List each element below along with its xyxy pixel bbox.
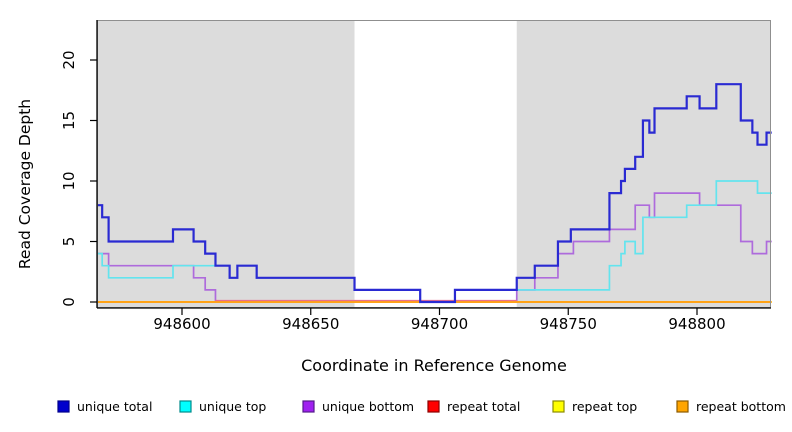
legend-swatch-repeat-bottom <box>676 400 689 413</box>
y-tick-label: 0 <box>60 297 78 307</box>
legend-swatch-unique-total <box>57 400 70 413</box>
x-tick-label: 948750 <box>540 315 597 333</box>
legend-swatch-unique-bottom <box>302 400 315 413</box>
series-line-unique-total <box>97 83 772 304</box>
series-line-unique-bottom <box>97 192 772 303</box>
x-axis-title: Coordinate in Reference Genome <box>301 356 567 375</box>
legend-swatch-unique-top <box>179 400 192 413</box>
highlight-band <box>354 20 517 308</box>
legend-label-unique-top: unique top <box>199 399 266 414</box>
plot-area <box>97 20 772 308</box>
x-tick-label: 948800 <box>668 315 725 333</box>
y-axis-title: Read Coverage Depth <box>16 99 34 269</box>
y-tick-label: 20 <box>60 50 78 69</box>
x-tick-label: 948700 <box>411 315 468 333</box>
legend-label-repeat-top: repeat top <box>572 399 637 414</box>
legend-label-repeat-total: repeat total <box>447 399 520 414</box>
x-tick-label: 948650 <box>282 315 339 333</box>
legend-label-unique-bottom: unique bottom <box>322 399 414 414</box>
legend-label-repeat-bottom: repeat bottom <box>696 399 786 414</box>
legend-swatch-repeat-top <box>552 400 565 413</box>
y-tick-label: 15 <box>60 111 78 130</box>
y-tick-label: 10 <box>60 171 78 190</box>
y-tick-label: 5 <box>60 237 78 247</box>
legend: unique total unique top unique bottom repea… <box>57 399 786 414</box>
legend-swatch-repeat-total <box>427 400 440 413</box>
legend-label-unique-total: unique total <box>77 399 152 414</box>
axes: 948600 948650 948700 948750 948800 0 5 10 15 20 <box>60 20 771 333</box>
x-tick-label: 948600 <box>153 315 210 333</box>
